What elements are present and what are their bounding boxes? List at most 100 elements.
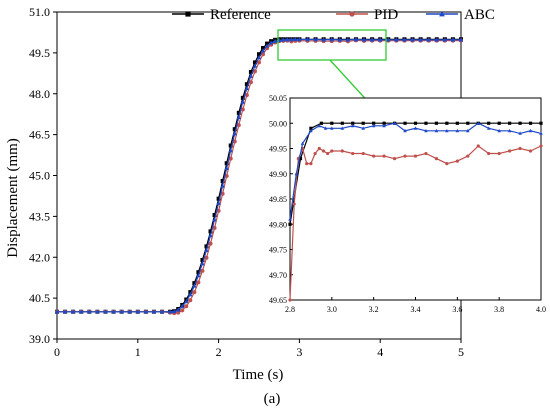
data-point (188, 298, 193, 303)
inset-data-point (434, 121, 439, 125)
data-point (244, 82, 249, 87)
inset-data-point (434, 157, 439, 161)
data-point (220, 183, 225, 188)
legend-label: Reference (210, 7, 271, 23)
inset-data-point (508, 149, 512, 153)
inset-y-tick-label: 49.75 (269, 246, 287, 255)
data-point (220, 191, 225, 196)
inset-y-tick-label: 49.65 (269, 296, 287, 305)
main-plot: 0 1 2 3 4 5 39.0 40.5 42.0 43.5 45.0 46.5 48.0 49.5 51… (29, 5, 464, 359)
data-point (180, 303, 185, 309)
data-point (418, 37, 423, 42)
data-point (281, 37, 286, 42)
inset-x-tick-label: 3.8 (494, 305, 504, 314)
inset-data-point (392, 121, 397, 125)
data-point (426, 37, 431, 42)
data-point (87, 309, 92, 314)
inset-data-point (518, 146, 522, 151)
inset-series-abc (288, 121, 543, 221)
legend-item-abc: ABC (426, 7, 495, 23)
y-axis-title: Displacement (mm) (5, 138, 21, 258)
data-point (260, 48, 266, 53)
data-point (252, 69, 257, 74)
y-tick-label: 42.0 (29, 250, 50, 264)
data-point (200, 268, 205, 273)
inset-x-tick-label: 2.8 (285, 305, 295, 314)
data-point (252, 63, 258, 68)
inset-data-point (497, 128, 501, 133)
legend-marker (349, 11, 355, 17)
y-tick-label: 46.5 (29, 128, 50, 142)
data-point (208, 233, 213, 238)
inset-data-point (300, 141, 305, 145)
data-point (184, 304, 189, 309)
inset-data-point (445, 121, 449, 125)
data-point (450, 37, 456, 42)
inset-data-point (413, 154, 418, 158)
data-point (95, 309, 100, 314)
legend-marker (185, 11, 191, 17)
x-tick-label: 2 (216, 345, 222, 359)
legend-label: ABC (464, 7, 495, 23)
data-point (244, 93, 249, 98)
data-point (244, 85, 250, 91)
inset-data-point (445, 128, 449, 133)
inset-data-point (288, 222, 292, 226)
inset-data-point (528, 149, 533, 153)
inset-data-point (466, 121, 470, 125)
inset-y-tick-label: 50.00 (269, 119, 287, 128)
x-tick-label: 0 (54, 345, 60, 359)
y-tick-label: 51.0 (29, 5, 50, 19)
inset-data-point (497, 121, 501, 125)
inset-data-point (528, 121, 533, 125)
inset-data-point (539, 144, 543, 148)
data-point (196, 270, 201, 275)
inset-data-point (351, 151, 355, 156)
data-point (192, 290, 197, 295)
inset-data-point (413, 126, 418, 130)
inset-data-point (497, 151, 501, 156)
data-point (196, 273, 201, 278)
data-point (264, 43, 270, 48)
data-point (329, 37, 334, 42)
inset-x-tick-label: 3.2 (369, 305, 379, 314)
inset-x-tick-label: 3.0 (327, 305, 337, 314)
legend-marker (439, 10, 445, 17)
data-point (127, 309, 132, 314)
inset-data-point (487, 151, 491, 156)
inset-data-point (288, 217, 292, 221)
data-point (257, 52, 261, 57)
inset-data-point (539, 131, 543, 135)
inset-data-point (330, 121, 334, 125)
data-point (208, 241, 213, 246)
legend-label: PID (374, 7, 398, 23)
data-point (212, 225, 217, 230)
inset-data-point (351, 121, 355, 125)
inset-data-point (392, 157, 397, 161)
inset-data-point (305, 162, 309, 166)
data-point (232, 131, 237, 136)
x-tick-label: 3 (296, 345, 302, 359)
inset-data-point (317, 123, 322, 128)
inset-data-point (403, 154, 407, 158)
inset-data-point (340, 126, 345, 130)
series-abc (54, 36, 464, 314)
data-point (313, 37, 318, 42)
inset-data-point (476, 144, 480, 148)
data-point (268, 40, 274, 45)
data-point (232, 139, 237, 144)
data-point (176, 307, 181, 312)
data-point (305, 37, 310, 42)
inset-data-point (294, 171, 299, 176)
data-point (261, 45, 266, 50)
inset-data-point (518, 121, 522, 125)
data-point (434, 37, 439, 42)
data-point (216, 200, 221, 205)
inset-data-point (309, 126, 313, 130)
inset-data-point (371, 123, 376, 128)
legend: Reference PID ABC (172, 7, 495, 23)
data-point (394, 37, 399, 42)
data-point (361, 37, 367, 42)
data-point (171, 309, 177, 314)
inset-data-point (298, 157, 303, 161)
